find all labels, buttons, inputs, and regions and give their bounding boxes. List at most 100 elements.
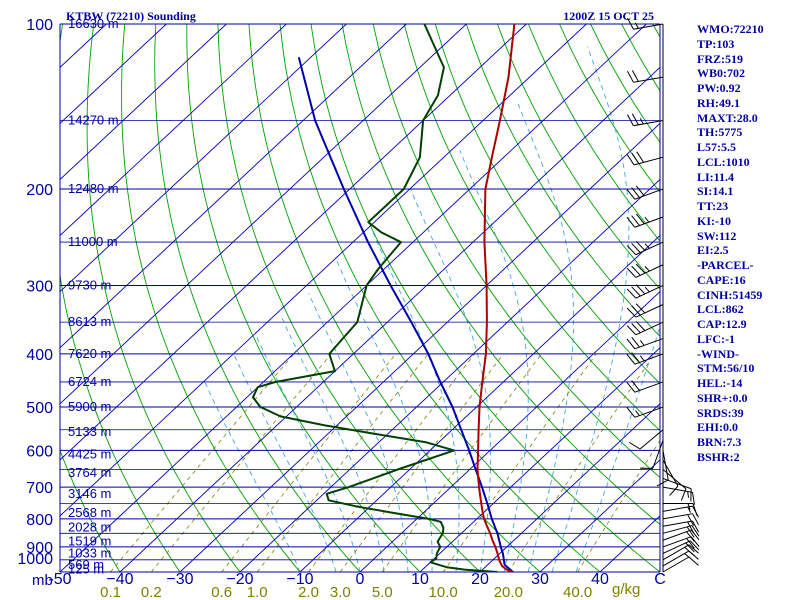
wind-barb xyxy=(662,513,700,526)
dewpoint-trace xyxy=(251,24,498,572)
index-entry: CAP:12.9 xyxy=(697,317,747,331)
wind-barb-flag xyxy=(631,323,641,334)
wind-barb-flag xyxy=(690,536,700,547)
wind-barb xyxy=(626,380,664,393)
temperature-tick-labels: -50 −40 −30 −20 −10 0 10 20 30 40 C xyxy=(48,571,665,588)
index-entry: STM:56/10 xyxy=(697,361,755,376)
wind-barb-flag xyxy=(631,265,641,276)
index-entry: KI:-10 xyxy=(697,213,731,228)
moist-adiabat xyxy=(308,293,409,572)
wind-barb xyxy=(662,540,700,554)
pressure-tick-label: 800 xyxy=(26,512,53,529)
wind-barb-flag xyxy=(626,338,636,350)
isobar-lines xyxy=(59,23,661,573)
wind-barb xyxy=(662,544,699,561)
wind-barb-half-flag xyxy=(644,243,650,249)
height-label: 8613 m xyxy=(68,314,111,329)
wind-barb-flag xyxy=(631,243,641,253)
index-entry: TP:103 xyxy=(697,36,735,51)
temperature-tick-label: −40 xyxy=(106,571,133,588)
wind-barb xyxy=(656,450,669,487)
mixing-ratio-label: 20.0 xyxy=(494,584,523,600)
wind-barb-flag xyxy=(626,267,637,278)
moist-adiabat xyxy=(336,260,433,572)
wind-barb-flag xyxy=(688,544,699,554)
moist-adiabat xyxy=(255,335,361,572)
isotherm-line xyxy=(479,403,660,572)
wind-barb-flag xyxy=(635,240,646,251)
height-label: 7620 m xyxy=(68,346,111,361)
wind-barb-flag xyxy=(631,113,639,126)
wind-barb-flag xyxy=(685,542,695,553)
pressure-tick-label: 300 xyxy=(26,278,53,295)
mixing-ratio-label: 0.1 xyxy=(100,584,121,600)
temperature-tick-label: −10 xyxy=(286,571,313,588)
temperature-tick-label: 30 xyxy=(531,571,549,588)
height-label: 125 m xyxy=(68,562,104,577)
wind-barb xyxy=(626,213,664,228)
moist-adiabat xyxy=(410,188,492,572)
pressure-tick-label: 400 xyxy=(26,347,53,364)
wind-barb-flag xyxy=(692,503,698,516)
isotherm-line xyxy=(60,24,647,572)
wind-barb-half-flag xyxy=(684,553,690,559)
isotherm-line xyxy=(60,24,467,405)
pressure-tick-label: 900 xyxy=(26,540,53,557)
height-label: 569 m xyxy=(68,557,104,572)
chart-title: KTBW (72210) Sounding xyxy=(66,9,196,23)
pressure-tick-label: 700 xyxy=(26,480,53,497)
height-label: 2028 m xyxy=(68,520,111,535)
wind-barb-flag xyxy=(689,540,700,551)
temperature-tick-label: -50 xyxy=(48,571,71,588)
wind-barb-flag xyxy=(635,303,646,314)
wind-barb xyxy=(626,284,664,299)
wind-barb-half-flag xyxy=(644,216,650,223)
wind-barb-flag xyxy=(692,513,700,526)
wind-barb-flag xyxy=(692,520,700,533)
wind-barb xyxy=(626,321,664,336)
wind-barb-flag xyxy=(626,17,634,30)
isotherm-line xyxy=(119,66,660,572)
wind-barb-flag xyxy=(631,352,640,363)
wind-barbs xyxy=(626,17,700,573)
index-entry: WMO:72210 xyxy=(697,22,764,36)
wind-barb-staff xyxy=(662,450,669,481)
isotherm-line xyxy=(60,24,167,125)
mixing-ratio-label: 1.0 xyxy=(247,584,268,600)
index-entry: SW:112 xyxy=(697,228,737,243)
wind-barb-flag xyxy=(626,307,637,318)
isotherm-line xyxy=(299,234,660,572)
mixing-ratio-label: 40.0 xyxy=(563,584,592,600)
wind-barb-flag xyxy=(686,538,695,549)
wind-barb xyxy=(662,486,695,505)
mixing-ratio-label: 0.6 xyxy=(211,584,232,600)
index-entry: EHI:0.0 xyxy=(697,420,739,435)
height-label: 1033 m xyxy=(68,545,111,560)
wind-barb-flag xyxy=(631,70,639,82)
wind-barb xyxy=(626,352,664,365)
moist-adiabat xyxy=(204,381,301,572)
height-label: 4425 m xyxy=(68,446,111,461)
temperature-tick-label: 10 xyxy=(411,571,429,588)
wind-barb xyxy=(626,17,664,30)
temperature-tick-label: 20 xyxy=(471,571,489,588)
wind-barb xyxy=(626,151,664,166)
temperature-tick-label: 40 xyxy=(591,571,609,588)
isotherm-line xyxy=(60,24,347,293)
wind-barb-flag xyxy=(631,187,640,198)
wind-barb-half-flag xyxy=(639,355,645,362)
height-label: 9730 m xyxy=(68,277,111,292)
mixing-ratio-label: 10.0 xyxy=(429,584,458,600)
wind-barb-flag xyxy=(684,546,695,557)
wind-barb-flag xyxy=(687,521,695,534)
index-entry: -PARCEL- xyxy=(697,258,754,272)
height-label: 16630 m xyxy=(68,16,119,31)
wind-barb-flag xyxy=(691,525,700,537)
index-entry: CAPE:16 xyxy=(697,272,746,287)
index-entry: LFC:-1 xyxy=(697,331,735,346)
pressure-tick-label: 1000 xyxy=(17,551,53,568)
pressure-tick-label: 100 xyxy=(26,17,53,34)
